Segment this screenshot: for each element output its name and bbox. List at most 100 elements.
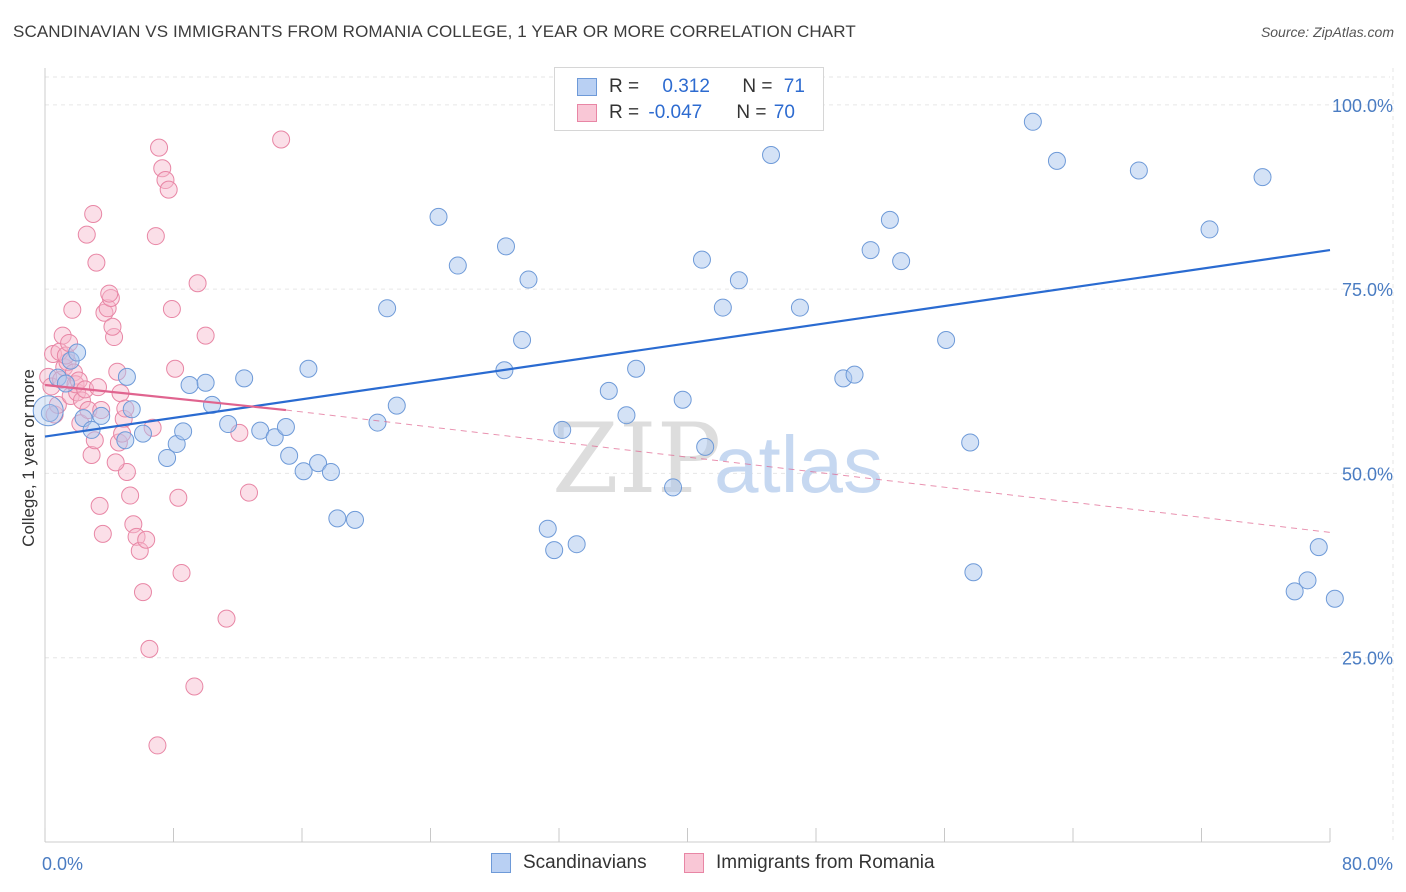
- data-point-romania: [82, 446, 101, 464]
- data-point-romania: [272, 130, 291, 149]
- data-point-romania: [153, 159, 172, 178]
- y-tick-label: 100.0%: [1332, 96, 1393, 116]
- data-point-scandinavians: [265, 428, 284, 447]
- watermark-zip: ZIP: [552, 403, 721, 515]
- correlation-legend: R = 0.312 N = 71 R = -0.047 N = 70: [554, 67, 824, 131]
- data-point-scandinavians: [321, 462, 340, 481]
- data-point-scandinavians: [116, 431, 135, 450]
- data-point-scandinavians: [545, 541, 564, 560]
- data-point-scandinavians: [280, 446, 299, 465]
- data-point-romania: [196, 326, 215, 345]
- data-point-scandinavians: [1285, 582, 1304, 601]
- data-point-romania: [130, 541, 149, 560]
- bottom-legend-scandinavians: Scandinavians: [491, 852, 647, 874]
- series-scandinavians-points: [32, 112, 1344, 608]
- data-point-romania: [137, 530, 156, 549]
- data-point-scandinavians: [219, 415, 238, 434]
- data-point-scandinavians: [346, 510, 365, 529]
- legend-n-value: 70: [773, 102, 795, 123]
- data-point-scandinavians: [553, 420, 572, 439]
- data-point-scandinavians: [32, 395, 64, 427]
- bottom-legend-label: Scandinavians: [523, 852, 647, 873]
- data-point-scandinavians: [1325, 589, 1344, 608]
- legend-n-label: N =: [736, 102, 772, 123]
- data-point-scandinavians: [92, 406, 111, 425]
- data-point-scandinavians: [845, 365, 864, 384]
- tick-labels: 25.0% 50.0% 75.0% 100.0% 0.0% 80.0%: [42, 96, 1393, 874]
- data-point-scandinavians: [174, 422, 193, 441]
- legend-r-value: -0.047: [648, 102, 703, 123]
- data-point-scandinavians: [1047, 151, 1066, 170]
- y-tick-label: 50.0%: [1342, 464, 1393, 484]
- data-point-scandinavians: [122, 400, 141, 419]
- data-point-scandinavians: [937, 331, 956, 350]
- data-point-romania: [121, 486, 140, 505]
- watermark: ZIP atlas: [552, 403, 883, 515]
- source-label: Source: ZipAtlas.com: [1260, 24, 1394, 40]
- data-point-romania: [133, 583, 152, 602]
- data-point-romania: [90, 496, 109, 515]
- data-point-scandinavians: [599, 381, 618, 400]
- data-point-scandinavians: [68, 343, 87, 362]
- data-point-romania: [172, 563, 191, 582]
- data-point-romania: [106, 453, 125, 472]
- data-point-romania: [93, 524, 112, 543]
- data-point-romania: [146, 227, 165, 246]
- data-point-scandinavians: [40, 403, 59, 422]
- data-point-scandinavians: [387, 396, 406, 415]
- trend-lines: [44, 248, 1331, 533]
- data-point-romania: [63, 300, 82, 319]
- legend-row-romania: R = -0.047 N = 70: [577, 101, 795, 125]
- data-point-romania: [166, 359, 185, 378]
- data-point-scandinavians: [1309, 538, 1328, 557]
- x-tick-label-min: 0.0%: [42, 854, 83, 874]
- data-point-scandinavians: [617, 406, 636, 425]
- data-point-romania: [217, 609, 236, 628]
- axes: [44, 68, 1331, 843]
- data-point-romania: [89, 378, 108, 397]
- data-point-scandinavians: [378, 299, 397, 318]
- chart-title: SCANDINAVIAN VS IMMIGRANTS FROM ROMANIA …: [13, 22, 856, 41]
- data-point-romania: [148, 736, 167, 755]
- legend-r-value: 0.312: [662, 76, 710, 97]
- data-point-scandinavians: [762, 145, 781, 164]
- data-point-scandinavians: [538, 519, 557, 538]
- legend-n-value: 71: [783, 76, 805, 97]
- data-point-scandinavians: [1200, 220, 1219, 239]
- data-point-scandinavians: [196, 373, 215, 392]
- bottom-legend-swatch-pink: [684, 853, 704, 873]
- grid-lines: [45, 68, 1394, 842]
- data-point-scandinavians: [713, 298, 732, 317]
- bottom-legend-swatch-blue: [491, 853, 511, 873]
- legend-row-scandinavians: R = 0.312 N = 71: [577, 75, 805, 99]
- legend-r-label: R =: [609, 102, 645, 123]
- data-point-romania: [87, 253, 106, 272]
- data-point-scandinavians: [692, 250, 711, 269]
- data-point-scandinavians: [309, 454, 328, 473]
- data-point-scandinavians: [861, 241, 880, 260]
- data-point-scandinavians: [1253, 168, 1272, 187]
- data-point-romania: [169, 488, 188, 507]
- legend-n-label: N =: [742, 76, 778, 97]
- legend-r-label: R =: [609, 76, 645, 97]
- y-axis-label: College, 1 year or more: [19, 369, 38, 547]
- data-point-scandinavians: [299, 359, 318, 378]
- data-point-scandinavians: [696, 437, 715, 456]
- data-point-scandinavians: [1129, 161, 1148, 180]
- data-point-scandinavians: [133, 424, 152, 443]
- x-tick-label-max: 80.0%: [1342, 854, 1393, 874]
- data-point-romania: [84, 204, 103, 223]
- data-point-scandinavians: [961, 433, 980, 452]
- data-point-scandinavians: [496, 237, 515, 256]
- data-point-romania: [150, 138, 169, 157]
- data-point-scandinavians: [235, 369, 254, 388]
- data-point-scandinavians: [276, 417, 295, 436]
- legend-swatch-blue: [577, 78, 597, 96]
- data-point-romania: [156, 171, 175, 190]
- data-point-romania: [188, 274, 207, 293]
- data-point-scandinavians: [790, 298, 809, 317]
- data-point-scandinavians: [513, 331, 532, 350]
- bottom-legend-label: Immigrants from Romania: [716, 852, 935, 873]
- data-point-scandinavians: [429, 207, 448, 226]
